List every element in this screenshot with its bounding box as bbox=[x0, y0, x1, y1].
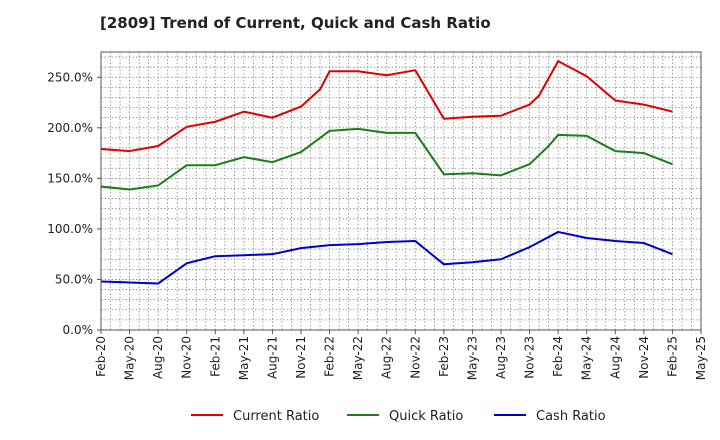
x-tick-label: Nov-22 bbox=[408, 336, 422, 379]
y-tick-label: 200.0% bbox=[47, 121, 93, 135]
x-tick-label: Feb-23 bbox=[437, 336, 451, 377]
y-tick-label: 100.0% bbox=[47, 222, 93, 236]
x-tick-label: Feb-25 bbox=[665, 336, 679, 377]
series-line-cash-ratio bbox=[100, 230, 673, 285]
x-tick-label: Aug-24 bbox=[608, 336, 622, 379]
grid-lines bbox=[100, 52, 702, 331]
x-tick-label: Aug-23 bbox=[494, 336, 508, 379]
x-tick-label: May-25 bbox=[694, 336, 708, 380]
x-tick-label: Feb-24 bbox=[551, 336, 565, 377]
x-tick-label: May-20 bbox=[123, 336, 137, 380]
x-tick-label: May-22 bbox=[351, 336, 365, 380]
x-tick-label: Nov-20 bbox=[180, 336, 194, 379]
x-tick-label: Feb-22 bbox=[323, 336, 337, 377]
x-tick-label: Feb-20 bbox=[94, 336, 108, 377]
x-tick-label: Feb-21 bbox=[208, 336, 222, 377]
legend-label: Current Ratio bbox=[233, 409, 319, 424]
x-tick-label: Nov-21 bbox=[294, 336, 308, 379]
legend-label: Cash Ratio bbox=[536, 409, 606, 424]
chart-title: [2809] Trend of Current, Quick and Cash … bbox=[100, 14, 491, 32]
legend-label: Quick Ratio bbox=[389, 409, 463, 424]
series-line-quick-ratio bbox=[100, 127, 673, 191]
x-tick-label: May-21 bbox=[237, 336, 251, 380]
x-tick-label: Aug-21 bbox=[265, 336, 279, 379]
x-axis-ticks: Feb-20 May-20 Aug-20 Nov-20 Feb-21 May-21 Aug-… bbox=[94, 330, 708, 380]
series-line-current-ratio bbox=[100, 60, 673, 153]
x-tick-label: Aug-22 bbox=[380, 336, 394, 379]
legend-item-cash-ratio: Cash Ratio bbox=[494, 409, 606, 424]
y-tick-label: 50.0% bbox=[55, 272, 93, 286]
y-tick-label: 250.0% bbox=[47, 70, 93, 84]
x-tick-label: May-23 bbox=[465, 336, 479, 380]
y-tick-label: 0.0% bbox=[63, 323, 94, 337]
y-axis-ticks: 0.0% 50.0% 100.0% 150.0% 200.0% 250.0% bbox=[47, 70, 101, 337]
series-lines bbox=[100, 60, 673, 285]
legend: Current Ratio Quick Ratio Cash Ratio bbox=[191, 409, 606, 424]
plot-frame bbox=[100, 51, 702, 331]
x-tick-label: May-24 bbox=[580, 336, 594, 380]
legend-item-current-ratio: Current Ratio bbox=[191, 409, 319, 424]
y-tick-label: 150.0% bbox=[47, 171, 93, 185]
x-tick-label: Nov-23 bbox=[523, 336, 537, 379]
x-tick-label: Aug-20 bbox=[151, 336, 165, 379]
legend-item-quick-ratio: Quick Ratio bbox=[347, 409, 463, 424]
x-tick-label: Nov-24 bbox=[637, 336, 651, 379]
